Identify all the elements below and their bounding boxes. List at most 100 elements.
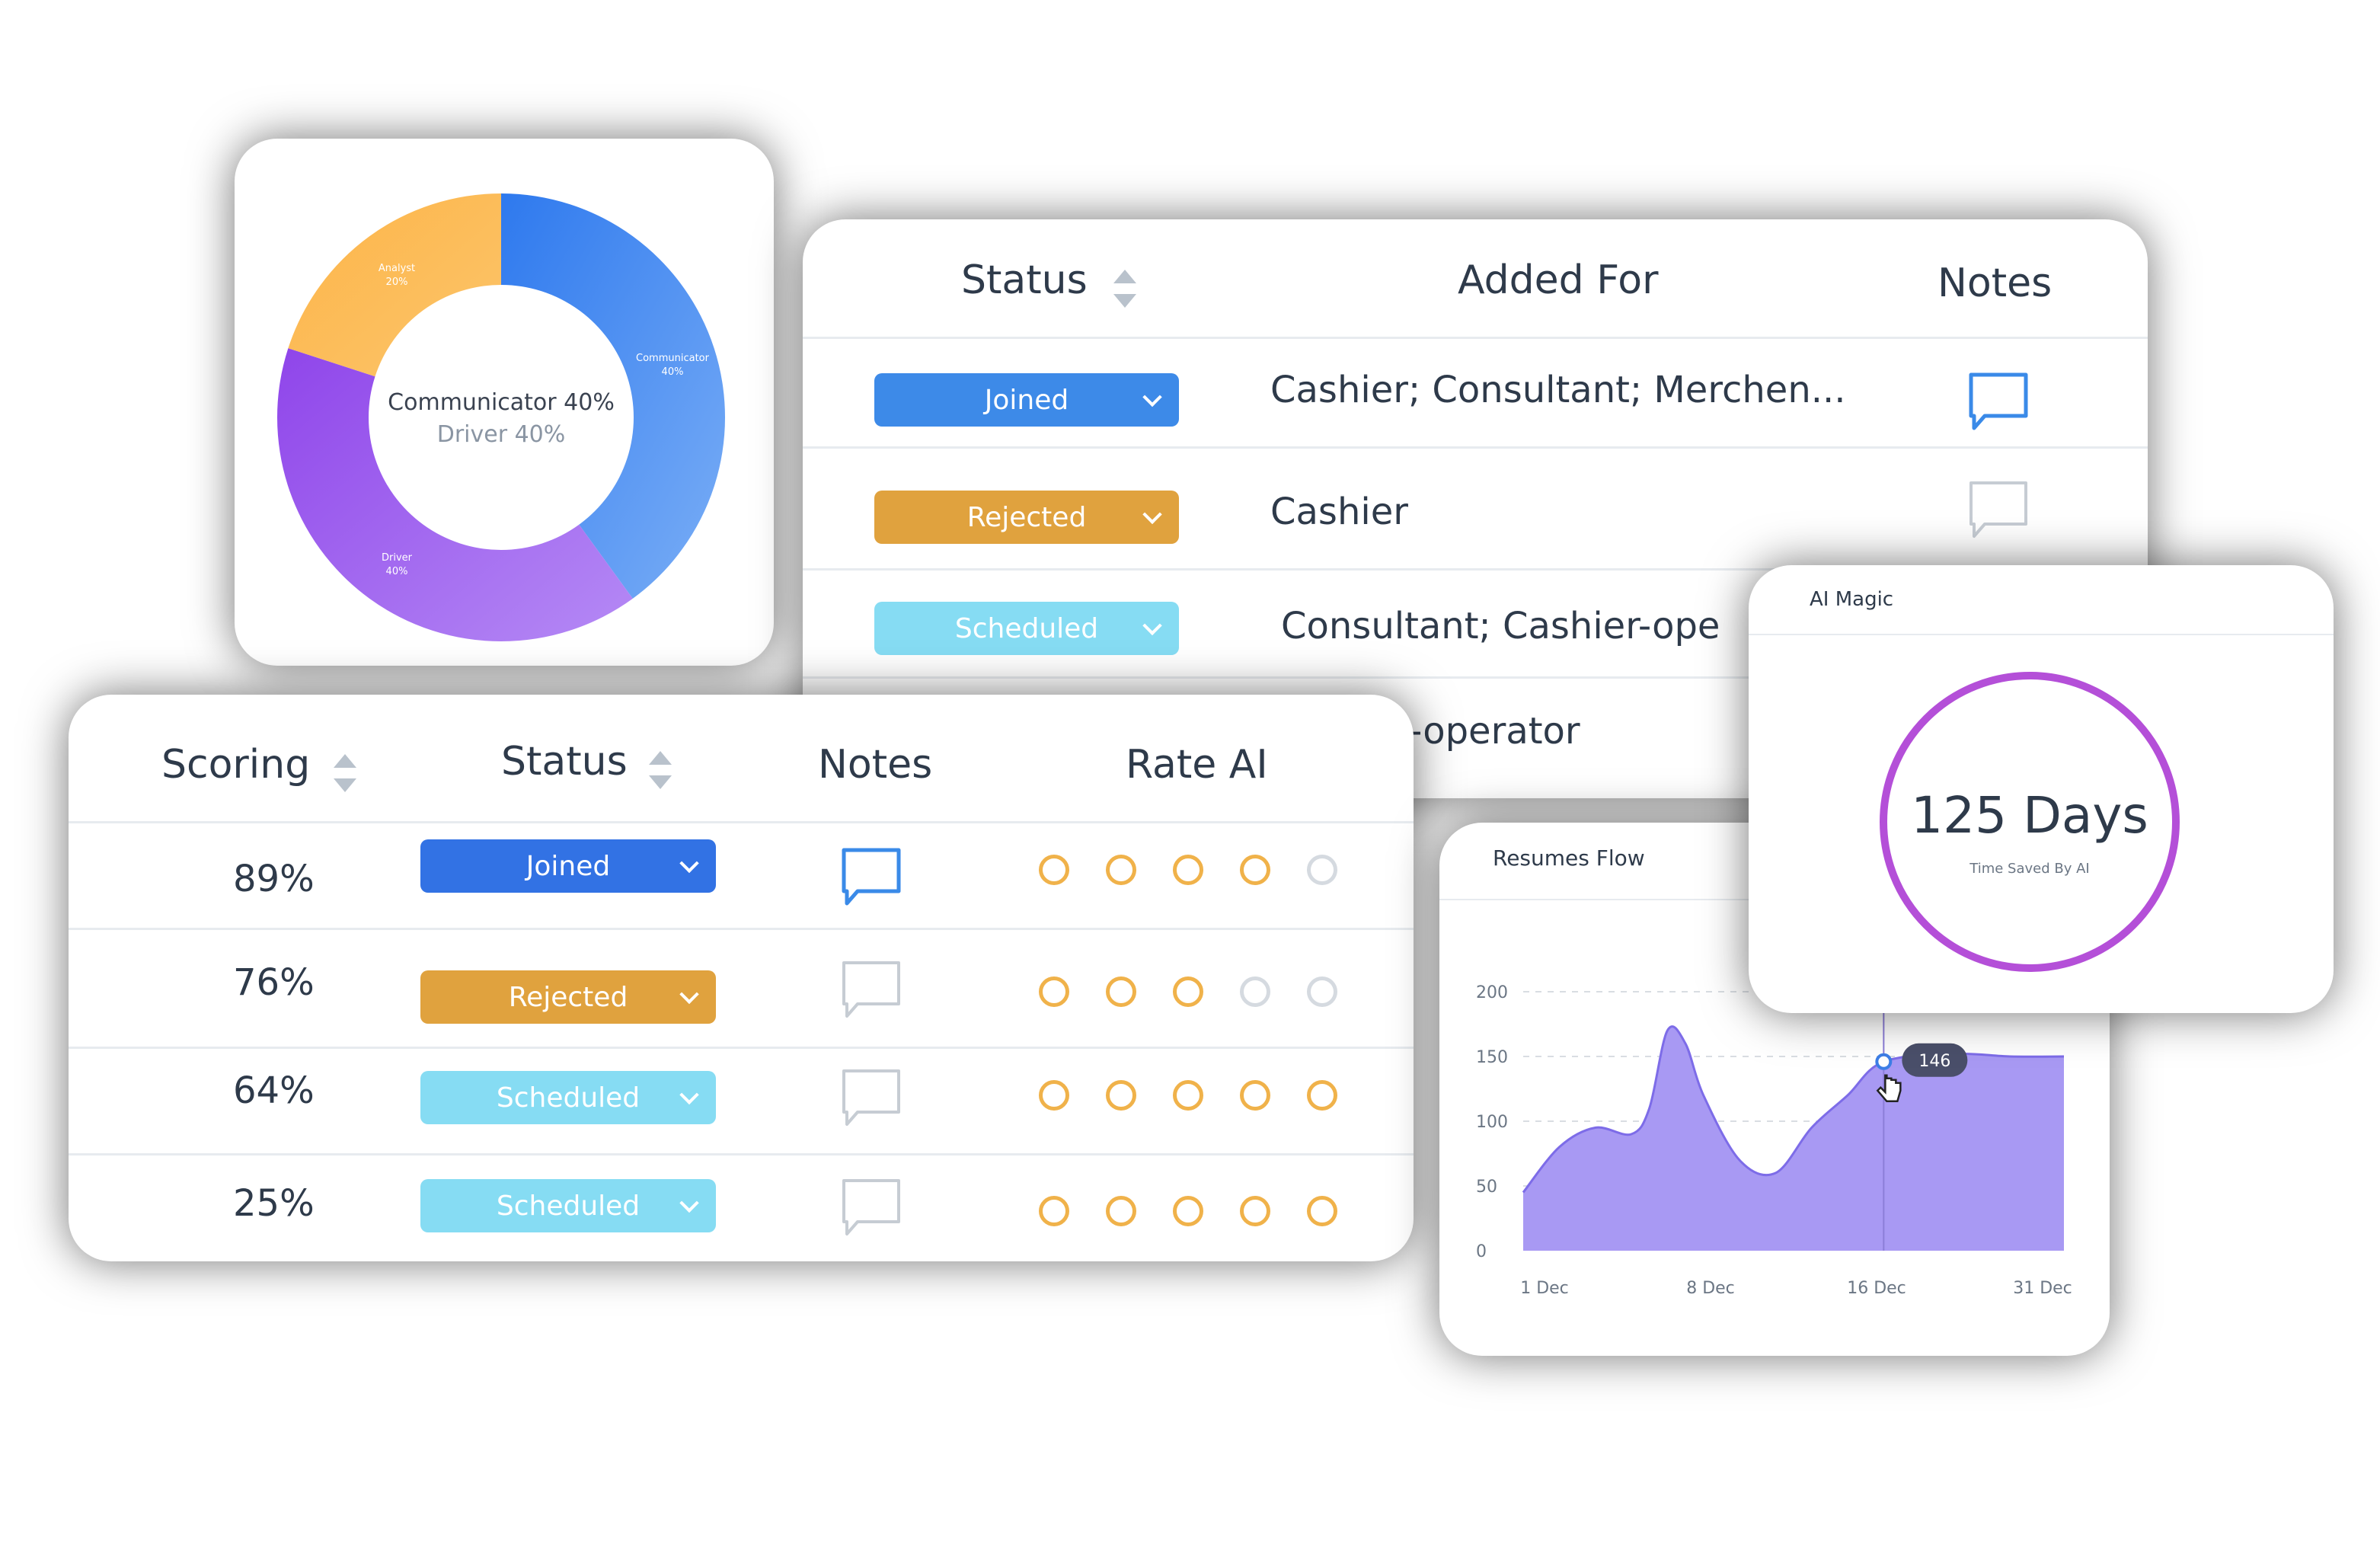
header-notes: Notes <box>1938 260 2053 306</box>
note-icon[interactable] <box>839 1066 903 1130</box>
card-divider <box>1749 634 2334 635</box>
row-divider <box>803 446 2148 449</box>
row-divider <box>69 1047 1414 1049</box>
ai-magic-caption: Time Saved By AI <box>1969 861 2090 877</box>
note-icon[interactable] <box>1966 478 2030 542</box>
value-tooltip <box>1902 1043 1968 1077</box>
rating-circle-empty[interactable] <box>1307 855 1337 885</box>
chevron-down-icon <box>679 1193 699 1213</box>
status-dropdown-scheduled[interactable]: Scheduled <box>874 602 1179 655</box>
rating-circle-filled[interactable] <box>1240 1196 1270 1226</box>
rating-circle-filled[interactable] <box>1106 976 1136 1007</box>
note-icon[interactable] <box>1966 370 2030 434</box>
donut-segment-communicator <box>501 193 726 599</box>
status-dropdown-scheduled[interactable]: Scheduled <box>420 1179 716 1232</box>
sort-status-icon[interactable] <box>649 751 672 789</box>
row-divider <box>803 568 2148 571</box>
donut-pct-communicator: 40% <box>662 366 684 378</box>
chevron-down-icon <box>1142 615 1162 636</box>
header-added-for: Added For <box>1458 257 1659 303</box>
role-donut-chart: Communicator 40% Driver 40% Analyst 20% … <box>276 193 726 641</box>
added-for-cell: Cashier <box>1270 491 1408 533</box>
added-for-cell: Consultant; Cashier-ope <box>1281 605 1720 647</box>
donut-label-analyst: Analyst <box>379 263 415 274</box>
hand-cursor-icon <box>1876 1074 1902 1103</box>
rating-circle-filled[interactable] <box>1307 1196 1337 1226</box>
donut-segment-analyst <box>288 193 501 377</box>
x-tick-label: 1 Dec <box>1520 1279 1569 1298</box>
candidates-scoring-card: Scoring Status Notes Rate AI 89% Joined … <box>69 695 1414 1261</box>
note-icon[interactable] <box>839 1176 903 1240</box>
x-tick-label: 16 Dec <box>1847 1279 1906 1298</box>
donut-label-communicator: Communicator <box>636 353 710 364</box>
rating-circle-filled[interactable] <box>1173 855 1203 885</box>
resumes-flow-title: Resumes Flow <box>1493 845 1645 871</box>
y-tick-label: 50 <box>1476 1178 1497 1197</box>
status-dropdown-rejected[interactable]: Rejected <box>420 970 716 1024</box>
chevron-down-icon <box>679 1085 699 1105</box>
rating-circle-filled[interactable] <box>1039 1080 1069 1111</box>
ai-magic-value: 125 Days <box>1911 786 2148 845</box>
rating-circle-filled[interactable] <box>1173 976 1203 1007</box>
hover-point[interactable] <box>1875 1053 1893 1070</box>
rating-circle-filled[interactable] <box>1106 1080 1136 1111</box>
rating-circle-filled[interactable] <box>1039 1196 1069 1226</box>
row-divider <box>69 928 1414 930</box>
rating-circle-filled[interactable] <box>1240 855 1270 885</box>
row-divider <box>803 337 2148 339</box>
value-tooltip-text: 146 <box>1918 1052 1950 1071</box>
chevron-down-icon <box>679 984 699 1005</box>
rating-circle-filled[interactable] <box>1173 1080 1203 1111</box>
donut-pct-analyst: 20% <box>386 276 408 288</box>
chevron-down-icon <box>1142 504 1162 525</box>
score-cell: 64% <box>233 1069 315 1112</box>
row-divider <box>69 821 1414 823</box>
donut-center-line1: Communicator 40% <box>388 389 615 416</box>
rating-circle-filled[interactable] <box>1106 855 1136 885</box>
chevron-down-icon <box>679 853 699 874</box>
rating-circle-empty[interactable] <box>1240 976 1270 1007</box>
ai-magic-ring <box>1880 672 2180 972</box>
header-status[interactable]: Status <box>961 257 1088 303</box>
donut-segment-driver <box>276 348 633 641</box>
added-for-cell: Cashier; Consultant; Merchen... <box>1270 369 1846 411</box>
row-divider <box>803 676 2148 679</box>
status-dropdown-rejected[interactable]: Rejected <box>874 491 1179 544</box>
x-tick-label: 31 Dec <box>2013 1279 2072 1298</box>
resumes-flow-chart: 0 50 100 150 200 1 Dec 8 Dec 16 Dec 31 Dec 146 <box>1476 961 2072 1298</box>
y-tick-label: 0 <box>1476 1242 1487 1261</box>
rating-circle-filled[interactable] <box>1307 1080 1337 1111</box>
status-dropdown-joined[interactable]: Joined <box>874 373 1179 427</box>
status-dropdown-joined[interactable]: Joined <box>420 839 716 893</box>
note-icon[interactable] <box>839 958 903 1022</box>
header-rate-ai: Rate AI <box>1126 742 1268 788</box>
chevron-down-icon <box>1142 387 1162 408</box>
donut-center-line2: Driver 40% <box>437 421 566 448</box>
sort-status-icon[interactable] <box>1113 270 1136 308</box>
rating-circle-empty[interactable] <box>1307 976 1337 1007</box>
header-scoring[interactable]: Scoring <box>161 742 311 788</box>
added-for-cell: -operator <box>1409 710 1580 753</box>
x-tick-label: 8 Dec <box>1686 1279 1735 1298</box>
y-tick-label: 200 <box>1476 983 1508 1002</box>
ai-magic-title: AI Magic <box>1810 588 1894 611</box>
row-divider <box>69 1153 1414 1155</box>
donut-pct-driver: 40% <box>386 566 408 577</box>
sort-scoring-icon[interactable] <box>334 754 356 792</box>
y-tick-label: 150 <box>1476 1048 1508 1067</box>
header-status[interactable]: Status <box>501 739 628 785</box>
note-icon[interactable] <box>839 845 903 909</box>
rating-circle-filled[interactable] <box>1173 1196 1203 1226</box>
rating-circle-filled[interactable] <box>1039 976 1069 1007</box>
header-notes: Notes <box>818 742 933 788</box>
rating-circle-filled[interactable] <box>1039 855 1069 885</box>
donut-label-driver: Driver <box>382 552 413 564</box>
score-cell: 76% <box>233 961 315 1004</box>
role-distribution-card: Communicator 40% Driver 40% Analyst 20% … <box>235 139 774 666</box>
rating-circle-filled[interactable] <box>1240 1080 1270 1111</box>
score-cell: 25% <box>233 1182 315 1225</box>
rating-circle-filled[interactable] <box>1106 1196 1136 1226</box>
ai-magic-card: AI Magic 125 Days Time Saved By AI <box>1749 565 2334 1013</box>
status-dropdown-scheduled[interactable]: Scheduled <box>420 1071 716 1124</box>
chart-area <box>1523 1026 2064 1251</box>
